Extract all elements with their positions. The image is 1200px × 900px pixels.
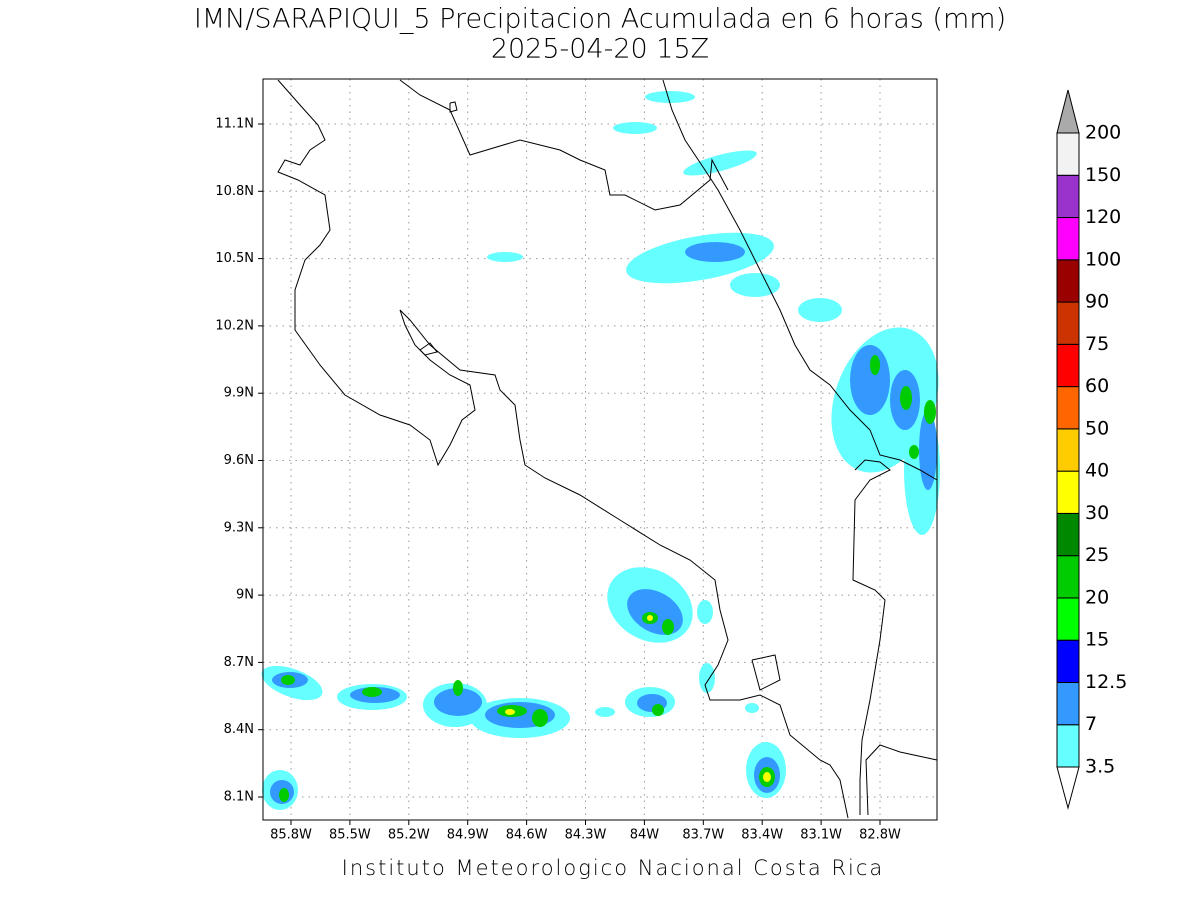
- footer: Instituto Meteorologico Nacional Costa R…: [342, 856, 885, 880]
- y-tick-label: 11.1N: [215, 117, 254, 132]
- colorbar-label: 50: [1085, 417, 1109, 439]
- colorbar-segment: [1056, 724, 1080, 768]
- colorbar-label: 20: [1085, 586, 1109, 608]
- axis-ticks: 85.8W 85.5W 85.2W 84.9W 84.6W 84.3W 84W 83.7W 83…: [215, 117, 901, 843]
- y-tick-label: 10.5N: [215, 251, 254, 266]
- y-tick-label: 8.4N: [224, 722, 254, 737]
- x-tick-label: 82.8W: [859, 828, 901, 843]
- colorbar-label: 60: [1085, 375, 1109, 397]
- colorbar-label: 75: [1085, 333, 1109, 355]
- precipitation: [261, 91, 940, 810]
- colorbar-segment: [1056, 597, 1080, 641]
- colorbar-segment: [1056, 343, 1080, 388]
- colorbar-segment: [1056, 639, 1080, 683]
- x-tick-label: 84.6W: [506, 828, 548, 843]
- map-area: [261, 78, 940, 821]
- colorbar-under: [1056, 766, 1080, 810]
- y-tick-label: 10.8N: [215, 184, 254, 199]
- map-frame: [262, 78, 938, 821]
- colorbar-label: 7: [1085, 713, 1097, 735]
- y-tick-label: 8.1N: [224, 790, 254, 805]
- colorbar-segment: [1056, 174, 1080, 219]
- x-tick-label: 83.1W: [800, 828, 842, 843]
- x-tick-label: 84.9W: [447, 828, 489, 843]
- x-tick-label: 83.7W: [682, 828, 724, 843]
- colorbar-label: 12.5: [1085, 671, 1127, 693]
- y-tick-label: 9.6N: [224, 453, 254, 468]
- colorbar-label: 150: [1085, 164, 1121, 186]
- colorbar-label: 15: [1085, 629, 1109, 651]
- y-tick-label: 9.3N: [224, 520, 254, 535]
- x-tick-label: 83.4W: [741, 828, 783, 843]
- subtitle: 2025-04-20 15Z: [491, 34, 709, 65]
- colorbar-segment: [1056, 386, 1080, 430]
- colorbar-label: 120: [1085, 206, 1121, 228]
- colorbar: 3.5 7 12.5 15 20 25 30 40 50 60 75 90 100 120 150 200: [1056, 89, 1127, 810]
- colorbar-label: 200: [1085, 122, 1121, 144]
- x-tick-label: 85.5W: [329, 828, 371, 843]
- x-tick-label: 84.3W: [565, 828, 607, 843]
- x-tick-label: 85.2W: [388, 828, 430, 843]
- colorbar-segment: [1056, 470, 1080, 514]
- colorbar-label: 100: [1085, 248, 1121, 270]
- title: IMN/SARAPIQUI_5 Precipitacion Acumulada …: [194, 4, 1006, 35]
- colorbar-label: 25: [1085, 544, 1109, 566]
- x-tick-label: 85.8W: [270, 828, 312, 843]
- colorbar-segment: [1056, 217, 1080, 261]
- colorbar-segment: [1056, 555, 1080, 599]
- colorbar-segment: [1056, 132, 1080, 176]
- colorbar-segment: [1056, 681, 1080, 726]
- colorbar-segment: [1056, 301, 1080, 345]
- y-tick-label: 9.9N: [224, 386, 254, 401]
- y-tick-label: 10.2N: [215, 318, 254, 333]
- colorbar-over: [1056, 89, 1080, 134]
- y-tick-label: 9N: [236, 588, 254, 603]
- colorbar-label: 30: [1085, 502, 1109, 524]
- colorbar-segment: [1056, 512, 1080, 557]
- colorbar-segment: [1056, 259, 1080, 303]
- x-tick-label: 84W: [630, 828, 660, 843]
- coastlines: [277, 79, 938, 819]
- colorbar-label: 40: [1085, 460, 1109, 482]
- colorbar-label: 3.5: [1085, 756, 1115, 778]
- colorbar-segment: [1056, 428, 1080, 472]
- y-tick-label: 8.7N: [224, 655, 254, 670]
- colorbar-label: 90: [1085, 291, 1109, 313]
